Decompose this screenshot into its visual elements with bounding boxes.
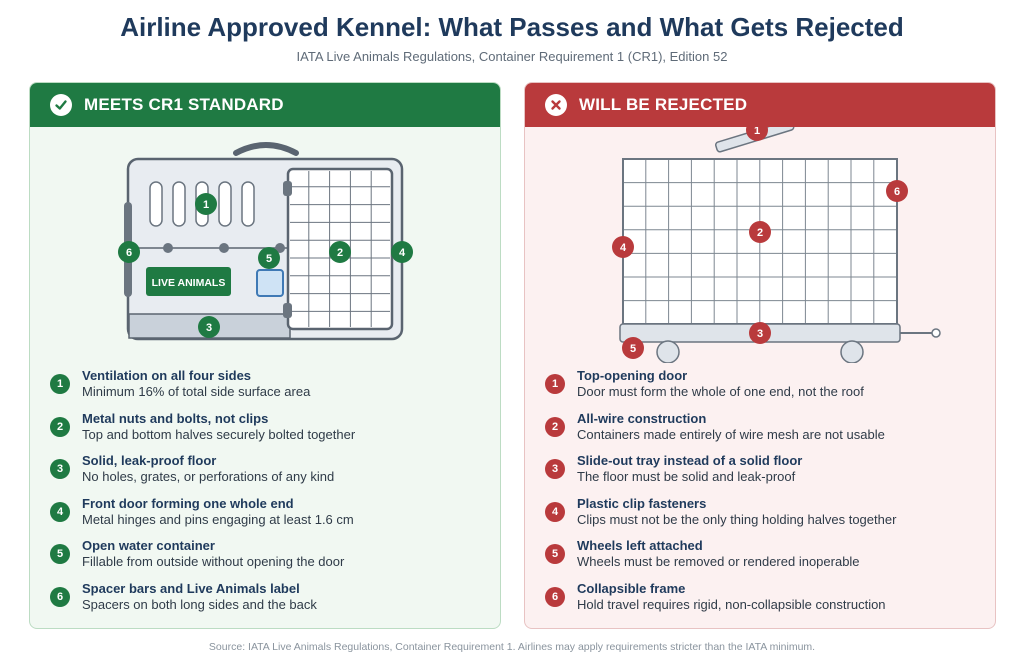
live-animals-label: LIVE ANIMALS	[152, 277, 226, 289]
item-number: 6	[50, 586, 70, 607]
page-subtitle: IATA Live Animals Regulations, Container…	[296, 49, 728, 64]
item-number: 4	[50, 501, 70, 522]
item-title: Wheels left attached	[577, 538, 703, 554]
reject-panel-heading: WILL BE REJECTED	[579, 95, 748, 114]
item-number: 1	[50, 374, 70, 394]
compliant-kennel-illustration: LIVE ANIMALS 1 2 3 4 5 6	[118, 142, 413, 341]
source-note: Source: IATA Live Animals Regulations, C…	[208, 641, 816, 653]
svg-text:5: 5	[266, 253, 272, 265]
svg-text:2: 2	[757, 227, 763, 239]
badge-4: 4	[391, 241, 413, 263]
badge-2: 2	[329, 241, 351, 263]
list-item: 3 Solid, leak-proof floor No holes, grat…	[50, 453, 490, 496]
item-description: No holes, grates, or perforations of any…	[82, 469, 335, 485]
list-item: 2 Metal nuts and bolts, not clips Top an…	[50, 411, 490, 454]
svg-text:3: 3	[206, 322, 212, 334]
item-number: 3	[545, 459, 565, 480]
item-description: Clips must not be the only thing holding…	[577, 511, 897, 527]
badge-3: 3	[198, 316, 220, 338]
rejected-kennel-illustration: 1 2 3 4 5 6	[612, 127, 941, 363]
list-item: 1 Ventilation on all four sides Minimum …	[50, 368, 490, 411]
svg-text:1: 1	[203, 199, 209, 211]
item-title: Collapsible frame	[577, 580, 686, 596]
list-item: 1 Top-opening door Door must form the wh…	[545, 368, 985, 411]
list-item: 6 Spacer bars and Live Animals label Spa…	[50, 581, 490, 624]
badge-1: 1	[746, 127, 768, 141]
item-number: 6	[545, 586, 565, 607]
item-title: Metal nuts and bolts, not clips	[82, 410, 269, 426]
pass-criteria-list: 1 Ventilation on all four sides Minimum …	[50, 368, 490, 624]
svg-text:3: 3	[757, 328, 763, 340]
svg-text:4: 4	[620, 242, 627, 254]
item-title: Front door forming one whole end	[82, 495, 294, 511]
x-circle-icon	[545, 94, 567, 116]
badge-2: 2	[749, 221, 771, 243]
page-title: Airline Approved Kennel: What Passes and…	[120, 12, 904, 42]
item-description: Metal hinges and pins engaging at least …	[82, 511, 354, 527]
badge-6: 6	[118, 241, 140, 263]
badge-3: 3	[749, 322, 771, 344]
item-description: Top and bottom halves securely bolted to…	[82, 426, 356, 442]
item-title: Plastic clip fasteners	[577, 495, 707, 511]
item-title: Spacer bars and Live Animals label	[82, 580, 300, 596]
svg-text:5: 5	[630, 343, 636, 355]
svg-text:4: 4	[399, 247, 406, 259]
pass-panel: MEETS CR1 STANDARD LIVE ANIMALS	[29, 82, 501, 629]
reject-criteria-list: 1 Top-opening door Door must form the wh…	[545, 368, 985, 624]
badge-4: 4	[612, 236, 634, 258]
item-number: 5	[545, 544, 565, 565]
item-description: Minimum 16% of total side surface area	[82, 384, 311, 399]
item-description: Containers made entirely of wire mesh ar…	[577, 426, 885, 442]
item-description: Hold travel requires rigid, non-collapsi…	[577, 596, 886, 612]
list-item: 4 Plastic clip fasteners Clips must not …	[545, 496, 985, 539]
badge-6: 6	[886, 180, 908, 202]
item-number: 2	[545, 416, 565, 437]
list-item: 3 Slide-out tray instead of a solid floo…	[545, 453, 985, 496]
svg-text:6: 6	[894, 186, 900, 198]
list-item: 2 All-wire construction Containers made …	[545, 411, 985, 454]
item-number: 5	[50, 544, 70, 565]
list-item: 6 Collapsible frame Hold travel requires…	[545, 581, 985, 624]
item-description: Wheels must be removed or rendered inope…	[577, 554, 860, 570]
item-description: Door must form the whole of one end, not…	[577, 384, 864, 399]
svg-text:2: 2	[337, 247, 343, 259]
item-number: 1	[545, 374, 565, 394]
reject-panel: WILL BE REJECTED 1 2 3 4 5	[524, 82, 996, 629]
item-number: 3	[50, 459, 70, 480]
check-circle-icon	[50, 94, 72, 116]
svg-text:6: 6	[126, 247, 132, 259]
item-number: 2	[50, 416, 70, 437]
badge-5: 5	[258, 247, 280, 269]
item-description: The floor must be solid and leak-proof	[577, 469, 796, 485]
badge-1: 1	[195, 193, 217, 215]
item-description: Fillable from outside without opening th…	[82, 554, 345, 570]
list-item: 4 Front door forming one whole end Metal…	[50, 496, 490, 539]
item-title: Ventilation on all four sides	[82, 368, 252, 383]
pass-panel-heading: MEETS CR1 STANDARD	[84, 95, 284, 114]
reject-panel-header: WILL BE REJECTED	[525, 83, 995, 127]
item-title: Solid, leak-proof floor	[82, 453, 217, 469]
pass-panel-header: MEETS CR1 STANDARD	[30, 83, 500, 127]
item-description: Spacers on both long sides and the back	[82, 596, 317, 612]
item-title: Open water container	[82, 538, 215, 554]
item-number: 4	[545, 501, 565, 522]
item-title: Slide-out tray instead of a solid floor	[577, 453, 803, 469]
item-title: Top-opening door	[577, 368, 688, 383]
item-title: All-wire construction	[577, 410, 707, 426]
badge-5: 5	[622, 337, 644, 359]
svg-text:1: 1	[754, 127, 760, 137]
list-item: 5 Open water container Fillable from out…	[50, 538, 490, 581]
list-item: 5 Wheels left attached Wheels must be re…	[545, 538, 985, 581]
